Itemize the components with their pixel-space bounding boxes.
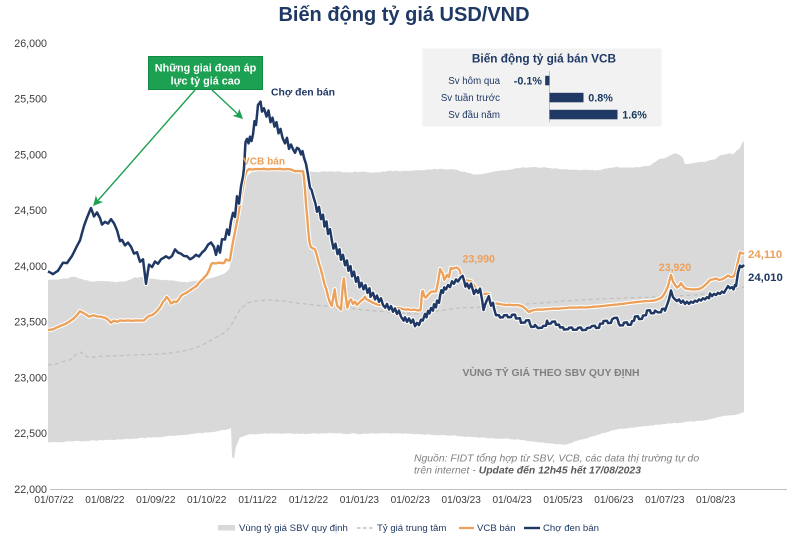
svg-text:01/10/22: 01/10/22 [187,495,227,506]
svg-text:Những giai đoạn áp: Những giai đoạn áp [155,62,257,74]
svg-text:01/08/23: 01/08/23 [696,495,736,506]
svg-text:0.8%: 0.8% [588,92,613,104]
svg-text:25,000: 25,000 [14,149,47,161]
svg-text:01/08/22: 01/08/22 [85,495,125,506]
svg-text:24,010: 24,010 [748,272,783,284]
svg-text:22,000: 22,000 [14,484,47,496]
svg-text:23,500: 23,500 [14,317,47,329]
svg-text:Chợ đen bán: Chợ đen bán [271,88,335,99]
svg-text:01/01/23: 01/01/23 [340,495,380,506]
svg-text:Biến động tỷ giá bán VCB: Biến động tỷ giá bán VCB [472,51,616,65]
svg-text:Sv tuần trước: Sv tuần trước [441,93,500,104]
svg-text:Sv hôm qua: Sv hôm qua [448,76,500,87]
svg-text:VÙNG TỶ GIÁ THEO SBV QUY ĐỊNH: VÙNG TỶ GIÁ THEO SBV QUY ĐỊNH [462,366,639,379]
svg-text:01/02/23: 01/02/23 [391,495,431,506]
svg-text:01/11/22: 01/11/22 [238,495,277,506]
svg-text:trên internet - Update đến 12: trên internet - Update đến 12h45 hết 17/… [414,465,641,477]
svg-text:01/07/22: 01/07/22 [34,495,74,506]
svg-text:24,500: 24,500 [14,205,47,217]
svg-text:24,110: 24,110 [748,249,782,261]
svg-text:VCB bán: VCB bán [243,157,285,168]
svg-text:01/04/23: 01/04/23 [492,495,532,506]
svg-text:Chợ đen bán: Chợ đen bán [543,523,599,534]
svg-text:01/12/22: 01/12/22 [289,495,329,506]
svg-text:01/03/23: 01/03/23 [442,495,482,506]
svg-text:Sv đầu năm: Sv đầu năm [448,110,500,121]
svg-text:Nguồn: FIDT tổng hợp từ SBV, V: Nguồn: FIDT tổng hợp từ SBV, VCB, các da… [414,453,699,465]
svg-text:VCB bán: VCB bán [477,523,515,534]
svg-text:25,500: 25,500 [14,94,47,106]
svg-text:23,990: 23,990 [462,254,495,266]
svg-text:23,920: 23,920 [659,262,692,274]
svg-text:01/07/23: 01/07/23 [645,495,685,506]
svg-text:Vùng tỷ giá SBV quy định: Vùng tỷ giá SBV quy định [239,523,348,534]
svg-text:-0.1%: -0.1% [514,75,543,87]
svg-text:01/09/22: 01/09/22 [136,495,176,506]
svg-text:lực tỷ giá cao: lực tỷ giá cao [171,75,241,87]
svg-text:Tỷ giá trung tâm: Tỷ giá trung tâm [377,523,446,534]
svg-text:23,000: 23,000 [14,372,47,384]
svg-text:22,500: 22,500 [14,428,47,440]
svg-text:26,000: 26,000 [14,38,47,50]
svg-text:1.6%: 1.6% [622,109,647,121]
svg-text:24,000: 24,000 [14,261,47,273]
svg-text:Biến động tỷ giá USD/VND: Biến động tỷ giá USD/VND [278,4,529,26]
svg-text:01/05/23: 01/05/23 [543,495,583,506]
svg-text:01/06/23: 01/06/23 [594,495,634,506]
